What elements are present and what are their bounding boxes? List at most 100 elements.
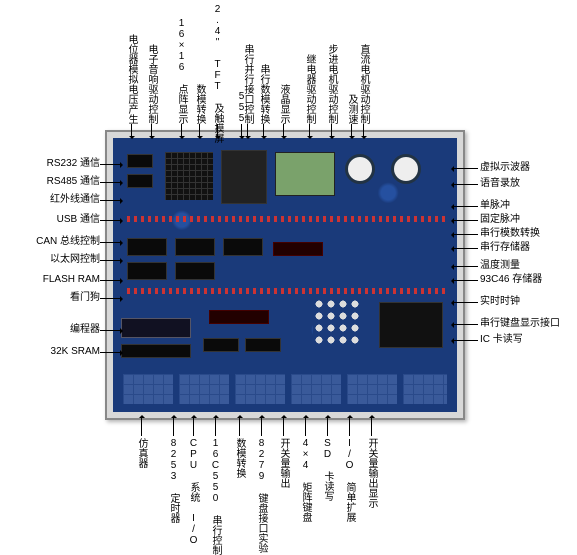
seven-seg-2 — [209, 310, 269, 324]
bottom-label-5: 8279 键盘接口实验 — [256, 438, 267, 553]
right-lead-0 — [452, 168, 478, 169]
right-lead-2 — [452, 206, 478, 207]
top-lead-9 — [309, 124, 310, 138]
right-label-4: 串行模数转换 — [480, 228, 540, 240]
left-lead-5 — [100, 260, 122, 261]
left-label-3: USB 通信 — [0, 214, 100, 226]
right-label-10: IC 卡读写 — [480, 334, 523, 346]
top-label-2: 16×16 点阵显示 — [176, 18, 187, 124]
kb-2 — [179, 374, 229, 404]
right-lead-10 — [452, 340, 478, 341]
left-lead-4 — [100, 242, 122, 243]
right-lead-7 — [452, 280, 478, 281]
pcb — [113, 138, 457, 412]
right-lead-6 — [452, 266, 478, 267]
bottom-lead-4 — [239, 416, 240, 436]
top-lead-11 — [351, 124, 352, 138]
right-lead-9 — [452, 324, 478, 325]
left-lead-7 — [100, 298, 122, 299]
right-lead-4 — [452, 234, 478, 235]
knob-left — [345, 154, 375, 184]
left-label-5: 以太网控制 — [0, 254, 100, 266]
bottom-lead-2 — [193, 416, 194, 436]
kb-3 — [235, 374, 285, 404]
bottom-lead-5 — [261, 416, 262, 436]
bottom-label-7: 4×4 矩阵键盘 — [300, 438, 311, 522]
bottom-label-9: I/O 简单扩展 — [344, 438, 355, 522]
left-label-0: RS232 通信 — [0, 158, 100, 170]
bottom-label-6: 开关量输出 — [278, 438, 289, 488]
chip-m2 — [175, 238, 215, 256]
top-lead-8 — [283, 124, 284, 138]
keypad — [313, 298, 363, 348]
left-lead-6 — [100, 280, 122, 281]
bottom-label-0: 仿真器 — [136, 438, 147, 468]
top-lead-1 — [151, 124, 152, 138]
kb-6 — [403, 374, 447, 404]
left-label-6: FLASH RAM — [0, 274, 100, 286]
dot-matrix — [165, 152, 213, 200]
led-row-1 — [127, 216, 447, 222]
chip-b2 — [245, 338, 281, 352]
right-label-7: 93C46 存储器 — [480, 274, 542, 286]
top-lead-4 — [217, 124, 218, 138]
top-lead-12 — [363, 124, 364, 138]
bottom-lead-3 — [215, 416, 216, 436]
bottom-lead-8 — [327, 416, 328, 436]
led-row-2 — [127, 288, 447, 294]
top-label-11: 及测速 — [346, 94, 357, 124]
chip-m4 — [127, 262, 167, 280]
top-label-7: 串行数模转换 — [258, 64, 269, 124]
bottom-label-1: 8253 定时器 — [168, 438, 179, 523]
right-label-6: 温度测量 — [480, 260, 520, 272]
left-lead-0 — [100, 164, 122, 165]
chip-m5 — [175, 262, 215, 280]
top-label-4: 2.4" TFT 及触摸屏 — [212, 4, 223, 124]
kb-4 — [291, 374, 341, 404]
right-lead-8 — [452, 302, 478, 303]
top-lead-3 — [199, 124, 200, 138]
bottom-lead-0 — [141, 416, 142, 436]
right-lead-5 — [452, 248, 478, 249]
top-label-1: 电子音响驱动控制 — [146, 44, 157, 124]
right-lead-3 — [452, 220, 478, 221]
sram-chip — [121, 344, 191, 358]
top-lead-5 — [241, 124, 242, 138]
kb-5 — [347, 374, 397, 404]
lcd-screen — [275, 152, 335, 196]
top-label-3: 数模转换 — [194, 84, 205, 124]
bottom-label-8: SD 卡读写 — [322, 438, 333, 501]
chip-top-left2 — [127, 174, 153, 188]
right-label-8: 实时时钟 — [480, 296, 520, 308]
left-label-9: 32K SRAM — [0, 346, 100, 358]
bottom-lead-10 — [371, 416, 372, 436]
kb-1 — [123, 374, 173, 404]
chip-b1 — [203, 338, 239, 352]
top-label-9: 继电器驱动控制 — [304, 54, 315, 124]
left-lead-9 — [100, 352, 122, 353]
right-label-5: 串行存储器 — [480, 242, 530, 254]
board-frame — [105, 130, 465, 420]
top-lead-2 — [181, 124, 182, 138]
tft-screen-slot — [221, 150, 267, 204]
left-label-4: CAN 总线控制 — [0, 236, 100, 248]
top-lead-10 — [331, 124, 332, 138]
top-lead-0 — [131, 124, 132, 138]
bottom-lead-7 — [305, 416, 306, 436]
left-label-2: 红外线通信 — [0, 194, 100, 206]
top-label-10: 步进电机驱动控制 — [326, 44, 337, 124]
right-label-2: 单脉冲 — [480, 200, 510, 212]
bottom-label-3: 16C550 串行控制 — [210, 438, 221, 555]
left-lead-8 — [100, 330, 122, 331]
bottom-lead-1 — [173, 416, 174, 436]
chip-top-left — [127, 154, 153, 168]
right-label-1: 语音录放 — [480, 178, 520, 190]
chip-m3 — [223, 238, 263, 256]
top-label-8: 液晶显示 — [278, 84, 289, 124]
programmer — [121, 318, 191, 338]
left-lead-3 — [100, 220, 122, 221]
top-lead-7 — [263, 124, 264, 138]
left-lead-1 — [100, 182, 122, 183]
left-label-8: 编程器 — [0, 324, 100, 336]
top-lead-6 — [247, 124, 248, 138]
